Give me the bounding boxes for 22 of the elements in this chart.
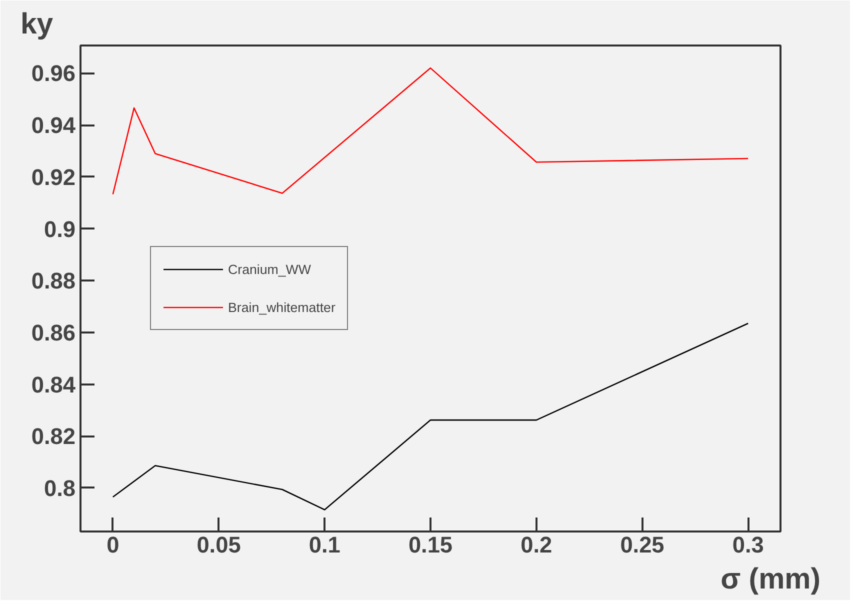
line-series: [112, 322, 749, 510]
x-tick-label: 0.1: [308, 532, 340, 558]
x-tick-label: 0.2: [520, 532, 552, 558]
line-series: [112, 67, 749, 195]
y-tick-label: 0.92: [31, 164, 76, 190]
y-tick-label: 0.88: [31, 268, 76, 294]
x-axis-title: σ (mm): [720, 562, 821, 596]
y-tick-label: 0.94: [31, 112, 76, 138]
y-tick-label: 0.82: [31, 423, 76, 450]
y-tick-label: 0.9: [44, 216, 76, 242]
y-tick-label: 0.96: [31, 60, 76, 86]
x-tick-label: 0.25: [620, 532, 664, 558]
y-axis-title: ky: [20, 8, 54, 40]
x-tick-label: 0.15: [408, 532, 453, 558]
x-tick-label: 0: [106, 532, 120, 558]
legend-label: Cranium_WW: [228, 262, 311, 276]
x-tick-label: 0.3: [732, 532, 764, 558]
y-tick-label: 0.86: [31, 319, 76, 346]
legend-label: Brain_whitematter: [228, 300, 336, 314]
y-tick-label: 0.8: [44, 474, 76, 501]
x-tick-label: 0.05: [196, 532, 241, 558]
y-tick-label: 0.84: [31, 371, 76, 398]
